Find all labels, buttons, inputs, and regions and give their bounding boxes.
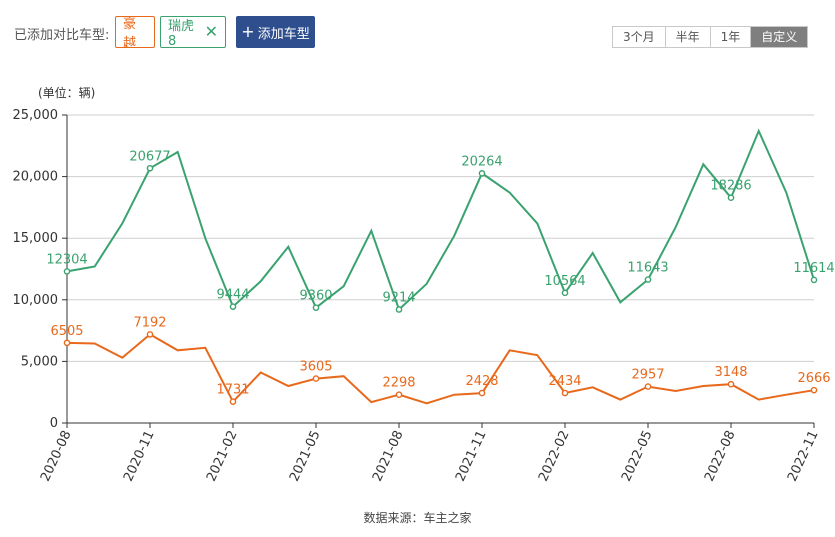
data-point[interactable] xyxy=(478,389,486,397)
x-tick-label: 2022-08 xyxy=(702,428,739,484)
range-custom[interactable]: 自定义 xyxy=(751,27,808,47)
data-point[interactable] xyxy=(727,194,735,202)
data-point[interactable] xyxy=(561,289,569,297)
data-point[interactable] xyxy=(395,306,403,313)
y-tick-label: 15,000 xyxy=(13,231,59,246)
data-source-note: 数据来源：车主之家 xyxy=(363,511,472,525)
data-label: 20264 xyxy=(461,154,502,169)
x-tick-label: 2022-11 xyxy=(785,428,822,484)
x-tick-label: 2022-02 xyxy=(536,428,573,484)
chip-label: 瑞虎8 xyxy=(168,19,195,49)
data-label: 2434 xyxy=(548,374,581,389)
y-tick-label: 20,000 xyxy=(13,170,59,185)
data-point[interactable] xyxy=(229,398,237,405)
data-label: 2428 xyxy=(465,374,498,389)
x-tick-label: 2021-05 xyxy=(287,428,324,484)
data-point[interactable] xyxy=(312,304,320,311)
data-point[interactable] xyxy=(810,386,818,394)
x-tick-label: 2021-02 xyxy=(204,428,241,484)
series-line-1 xyxy=(66,333,815,405)
x-tick-label: 2021-11 xyxy=(453,428,490,484)
data-label: 6505 xyxy=(50,324,83,339)
data-point[interactable] xyxy=(63,339,71,347)
data-point[interactable] xyxy=(146,164,154,172)
x-tick-label: 2020-11 xyxy=(121,428,158,484)
range-1-year[interactable]: 1年 xyxy=(710,27,752,47)
y-tick-label: 0 xyxy=(50,416,58,431)
compare-chip-haoyue[interactable]: 豪越 xyxy=(115,16,155,51)
plus-icon: + xyxy=(241,22,255,41)
data-point[interactable] xyxy=(727,380,735,388)
data-label: 20677 xyxy=(129,149,170,164)
data-label: 9214 xyxy=(382,290,415,305)
y-tick-label: 5,000 xyxy=(21,354,58,369)
data-label: 2666 xyxy=(797,371,830,386)
y-axis-title: (单位：辆) xyxy=(38,85,95,100)
data-label: 11643 xyxy=(627,261,668,276)
data-label: 2298 xyxy=(382,376,415,391)
data-label: 3605 xyxy=(299,360,332,375)
data-label: 3148 xyxy=(714,365,747,380)
data-point[interactable] xyxy=(146,331,154,338)
x-tick-label: 2020-08 xyxy=(38,428,75,484)
data-label: 12304 xyxy=(46,252,87,267)
data-point[interactable] xyxy=(478,170,486,177)
compare-label: 已添加对比车型: xyxy=(14,28,110,43)
data-point[interactable] xyxy=(810,276,818,284)
add-model-button[interactable]: + 添加车型 xyxy=(236,16,315,48)
data-point[interactable] xyxy=(229,303,237,310)
data-point[interactable] xyxy=(561,389,569,397)
data-point[interactable] xyxy=(312,375,320,382)
data-label: 7192 xyxy=(133,315,166,330)
compare-chip-tiggo8[interactable]: 瑞虎8 ✕ xyxy=(160,16,226,49)
x-tick-label: 2022-05 xyxy=(619,428,656,484)
series-line-0 xyxy=(66,128,815,312)
data-label: 1731 xyxy=(216,383,249,398)
data-point[interactable] xyxy=(63,268,71,275)
range-half-year[interactable]: 半年 xyxy=(665,27,711,47)
y-tick-label: 10,000 xyxy=(13,293,59,308)
x-tick-label: 2021-08 xyxy=(370,428,407,484)
data-label: 2957 xyxy=(631,368,664,383)
data-label: 18286 xyxy=(710,179,751,194)
range-3-months[interactable]: 3个月 xyxy=(613,27,666,47)
data-label: 10564 xyxy=(544,274,585,289)
data-point[interactable] xyxy=(395,391,403,398)
data-label: 11614 xyxy=(793,261,834,276)
add-model-label: 添加车型 xyxy=(257,26,310,42)
time-range-selector: 3个月 半年 1年 自定义 xyxy=(612,26,809,48)
data-label: 9444 xyxy=(216,288,249,303)
y-tick-label: 25,000 xyxy=(13,108,59,123)
chip-label: 豪越 xyxy=(123,17,137,51)
data-label: 9360 xyxy=(299,289,332,304)
data-point[interactable] xyxy=(644,276,652,283)
data-point[interactable] xyxy=(644,383,652,390)
close-icon[interactable]: ✕ xyxy=(204,22,218,41)
